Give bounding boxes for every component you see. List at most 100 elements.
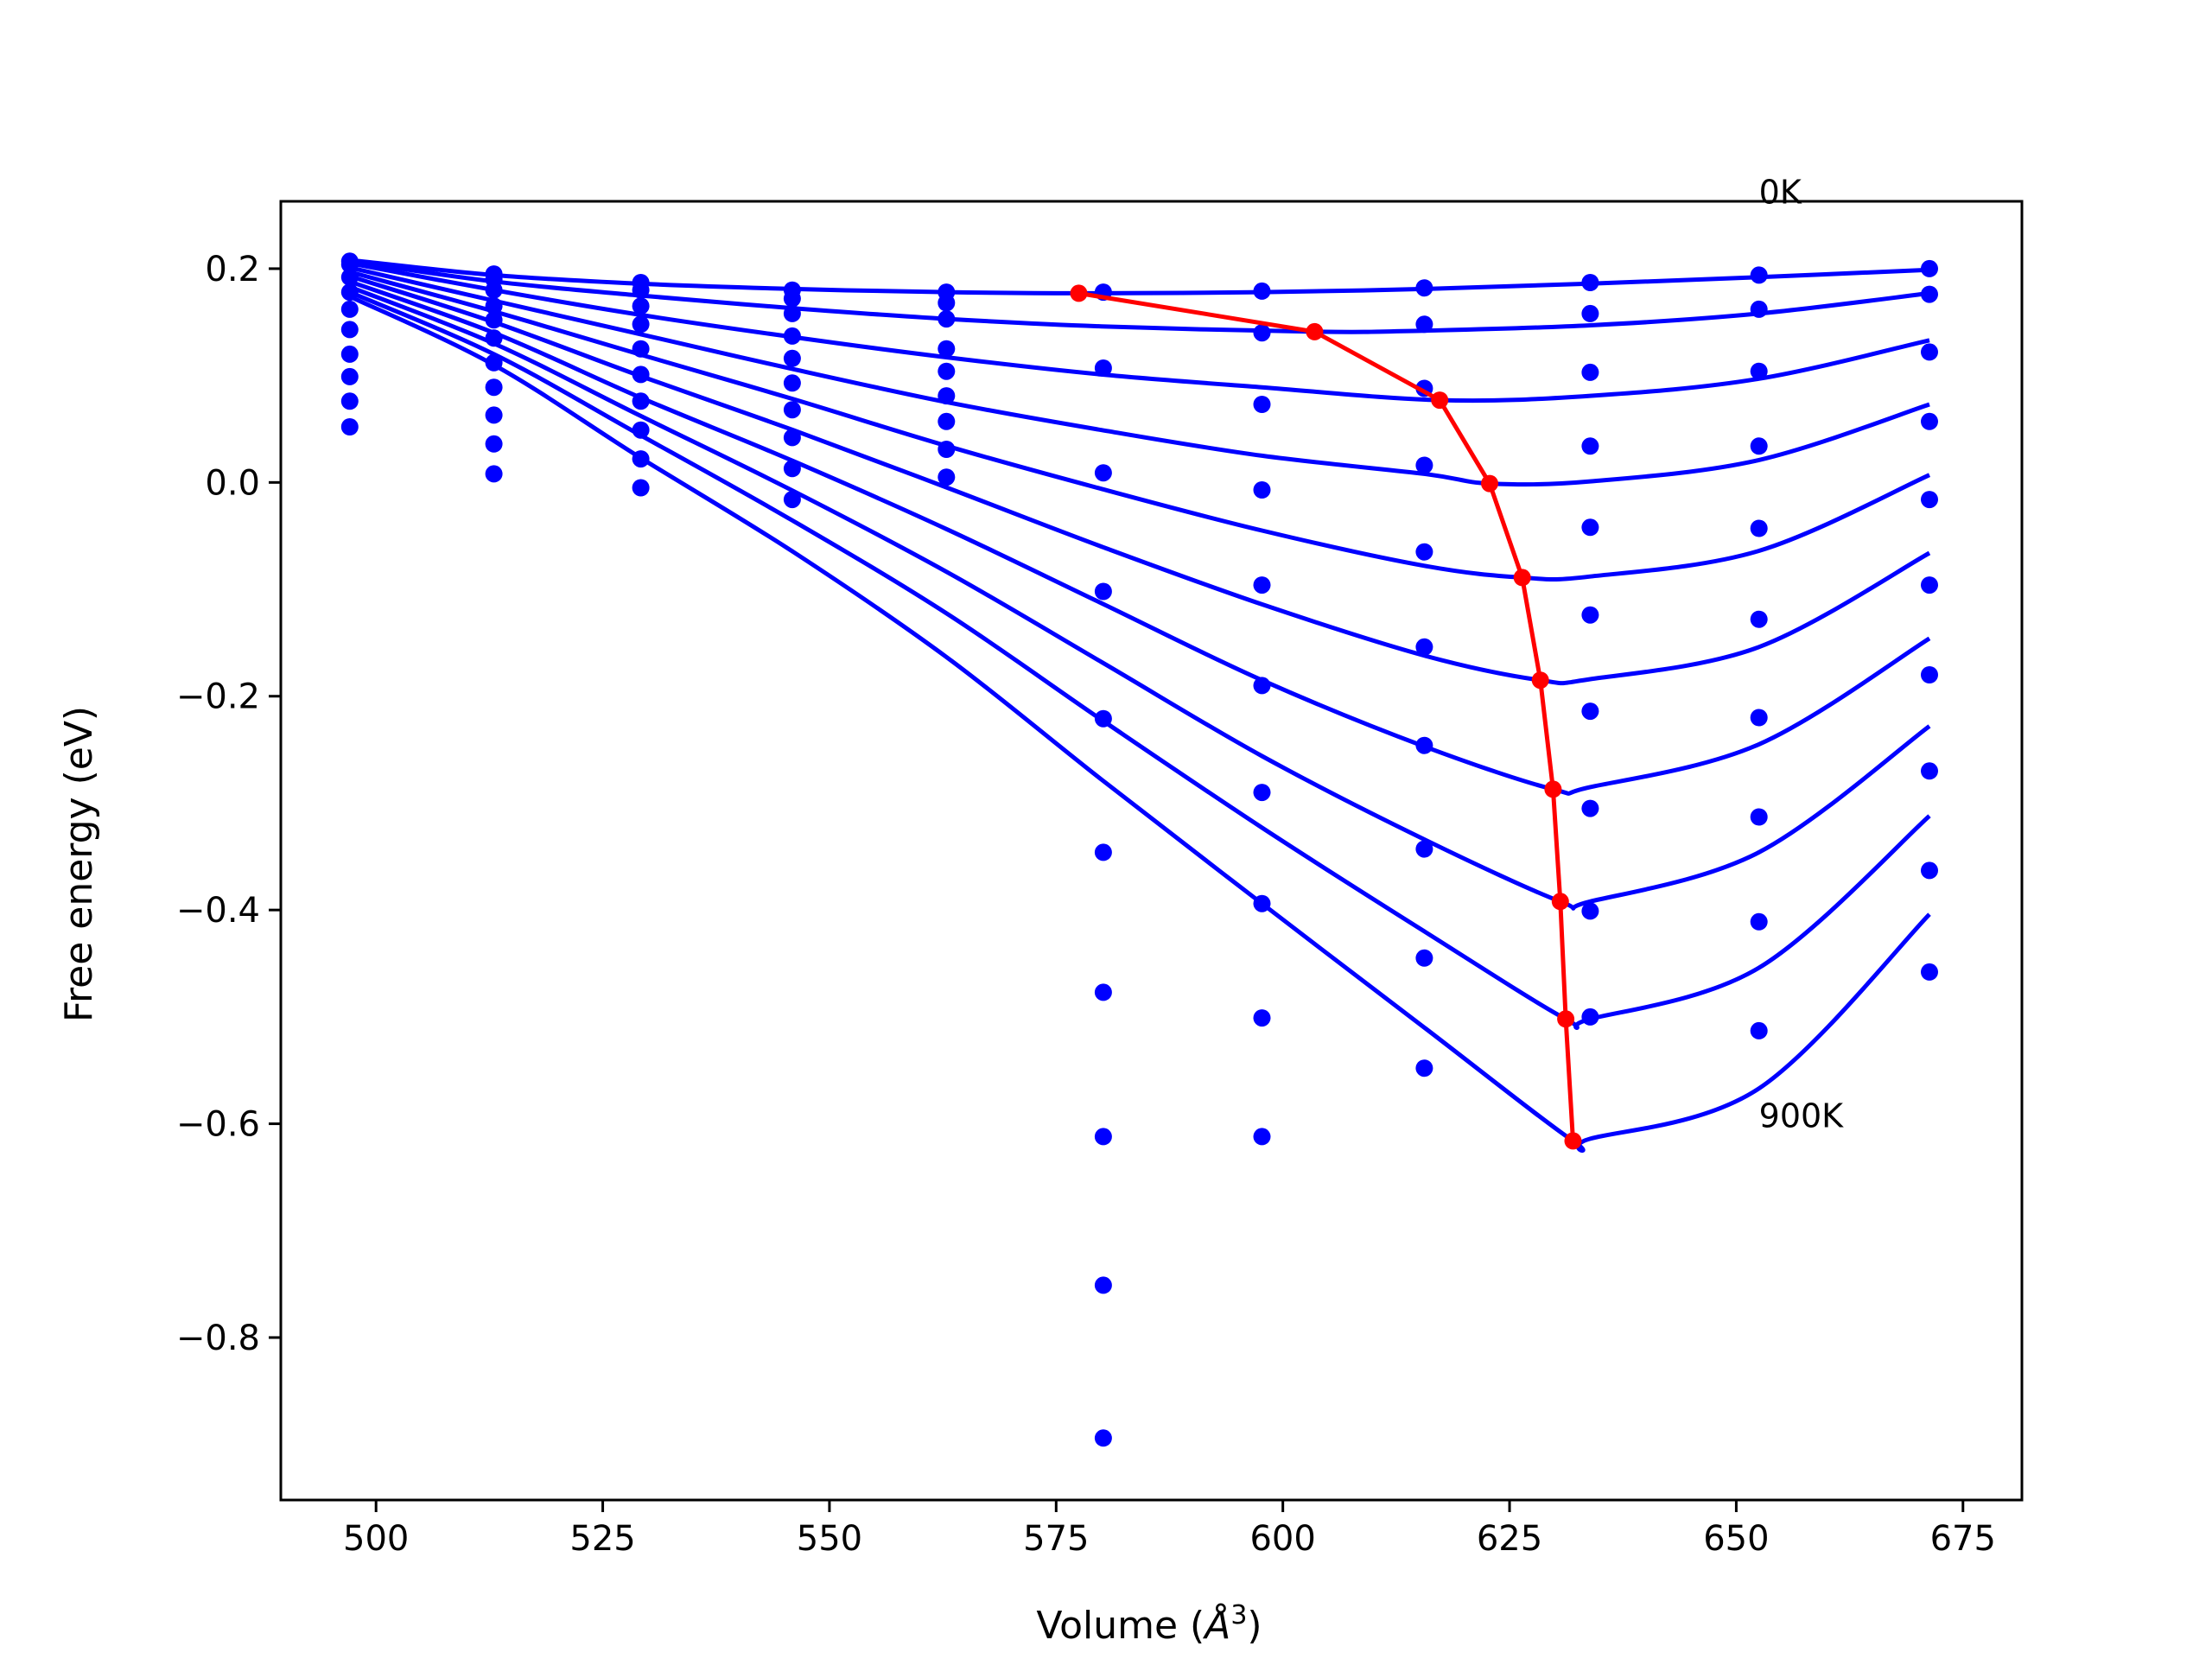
data-point [485, 311, 503, 329]
data-point [340, 418, 359, 435]
data-point [783, 491, 801, 509]
data-point [1581, 363, 1599, 381]
data-point [1581, 304, 1599, 322]
fit-curve-6 [348, 279, 1931, 796]
data-point [1750, 362, 1768, 380]
data-point [1253, 282, 1271, 300]
fit-curves [348, 257, 1931, 1154]
minimum-point [1306, 322, 1324, 340]
data-point [340, 256, 359, 273]
x-tick-label: 600 [1249, 1519, 1315, 1559]
x-tick-label: 500 [343, 1519, 409, 1559]
data-point [1094, 464, 1112, 482]
data-point [632, 392, 650, 410]
x-tick-label: 550 [797, 1519, 862, 1559]
data-point [1921, 285, 1938, 303]
data-point [1581, 518, 1599, 537]
data-point [340, 283, 359, 302]
data-point [783, 374, 801, 392]
data-point [485, 406, 503, 424]
data-point [1094, 582, 1112, 601]
data-point [1415, 949, 1433, 967]
data-point [1094, 983, 1112, 1001]
data-point [1581, 606, 1599, 624]
data-point [938, 412, 956, 430]
fit-curve-8 [348, 289, 1931, 1031]
data-point [938, 362, 956, 380]
data-point [1581, 1007, 1599, 1026]
data-point [1921, 259, 1938, 277]
data-point [938, 294, 956, 312]
data-point [1094, 1429, 1112, 1447]
data-point [1415, 840, 1433, 858]
curve-annotations: 0K 900K [1759, 173, 1845, 1135]
data-point [1415, 543, 1433, 561]
data-point [485, 465, 503, 483]
data-point [1415, 736, 1433, 754]
data-point [783, 304, 801, 322]
data-point [1750, 808, 1768, 826]
data-point [1253, 1009, 1271, 1027]
data-point [783, 327, 801, 345]
y-axis-label: Free energy (eV) [57, 706, 101, 1022]
data-point [1750, 266, 1768, 284]
minimum-point [1564, 1132, 1582, 1150]
data-point [485, 435, 503, 453]
data-point [1415, 279, 1433, 297]
data-point [485, 297, 503, 315]
x-tick-label: 625 [1477, 1519, 1542, 1559]
y-tick-label: 0.2 [205, 250, 260, 289]
data-point [783, 289, 801, 308]
data-point [1921, 762, 1938, 780]
y-tick-label: −0.8 [176, 1319, 260, 1358]
data-point [1581, 799, 1599, 817]
data-point [485, 281, 503, 299]
data-point [632, 315, 650, 334]
minimum-point [1551, 893, 1569, 911]
data-point [1581, 902, 1599, 920]
data-point [632, 340, 650, 358]
data-point [1750, 437, 1768, 455]
curve-annotation: 0K [1759, 173, 1802, 211]
data-point [632, 450, 650, 468]
minimum-point [1557, 1010, 1575, 1028]
data-point [1921, 576, 1938, 594]
data-point [1094, 709, 1112, 728]
fit-curve-9 [348, 294, 1931, 1154]
data-point [632, 297, 650, 315]
data-point [1253, 396, 1271, 413]
data-point [1253, 576, 1271, 594]
fit-curve-4 [349, 270, 1931, 582]
x-tick-label: 575 [1023, 1519, 1089, 1559]
data-point [1750, 519, 1768, 537]
data-point [1750, 912, 1768, 931]
x-tick-label: 525 [569, 1519, 635, 1559]
data-point [1415, 315, 1433, 334]
x-axis-label: Volume (Å3) [1036, 1600, 1262, 1648]
minima-line [1070, 284, 1582, 1150]
data-point [938, 310, 956, 328]
minima-path [1078, 290, 1575, 1141]
data-point [340, 268, 359, 286]
x-tick-label: 650 [1703, 1519, 1769, 1559]
x-tick-label: 675 [1930, 1519, 1996, 1559]
data-point [1581, 702, 1599, 721]
data-point [1921, 343, 1938, 361]
data-point [1921, 861, 1938, 880]
data-point [632, 421, 650, 439]
data-point [1750, 300, 1768, 318]
y-tick-label: −0.4 [176, 891, 260, 931]
data-point [1921, 666, 1938, 683]
data-point [783, 349, 801, 367]
curve-annotation: 900K [1759, 1096, 1845, 1135]
y-tick-label: −0.2 [176, 677, 260, 717]
data-point [1415, 456, 1433, 474]
data-point [1253, 894, 1271, 912]
data-point [340, 392, 359, 410]
minimum-point [1513, 569, 1531, 587]
data-point [1094, 843, 1112, 861]
data-point [938, 340, 956, 358]
data-point [1921, 963, 1938, 981]
